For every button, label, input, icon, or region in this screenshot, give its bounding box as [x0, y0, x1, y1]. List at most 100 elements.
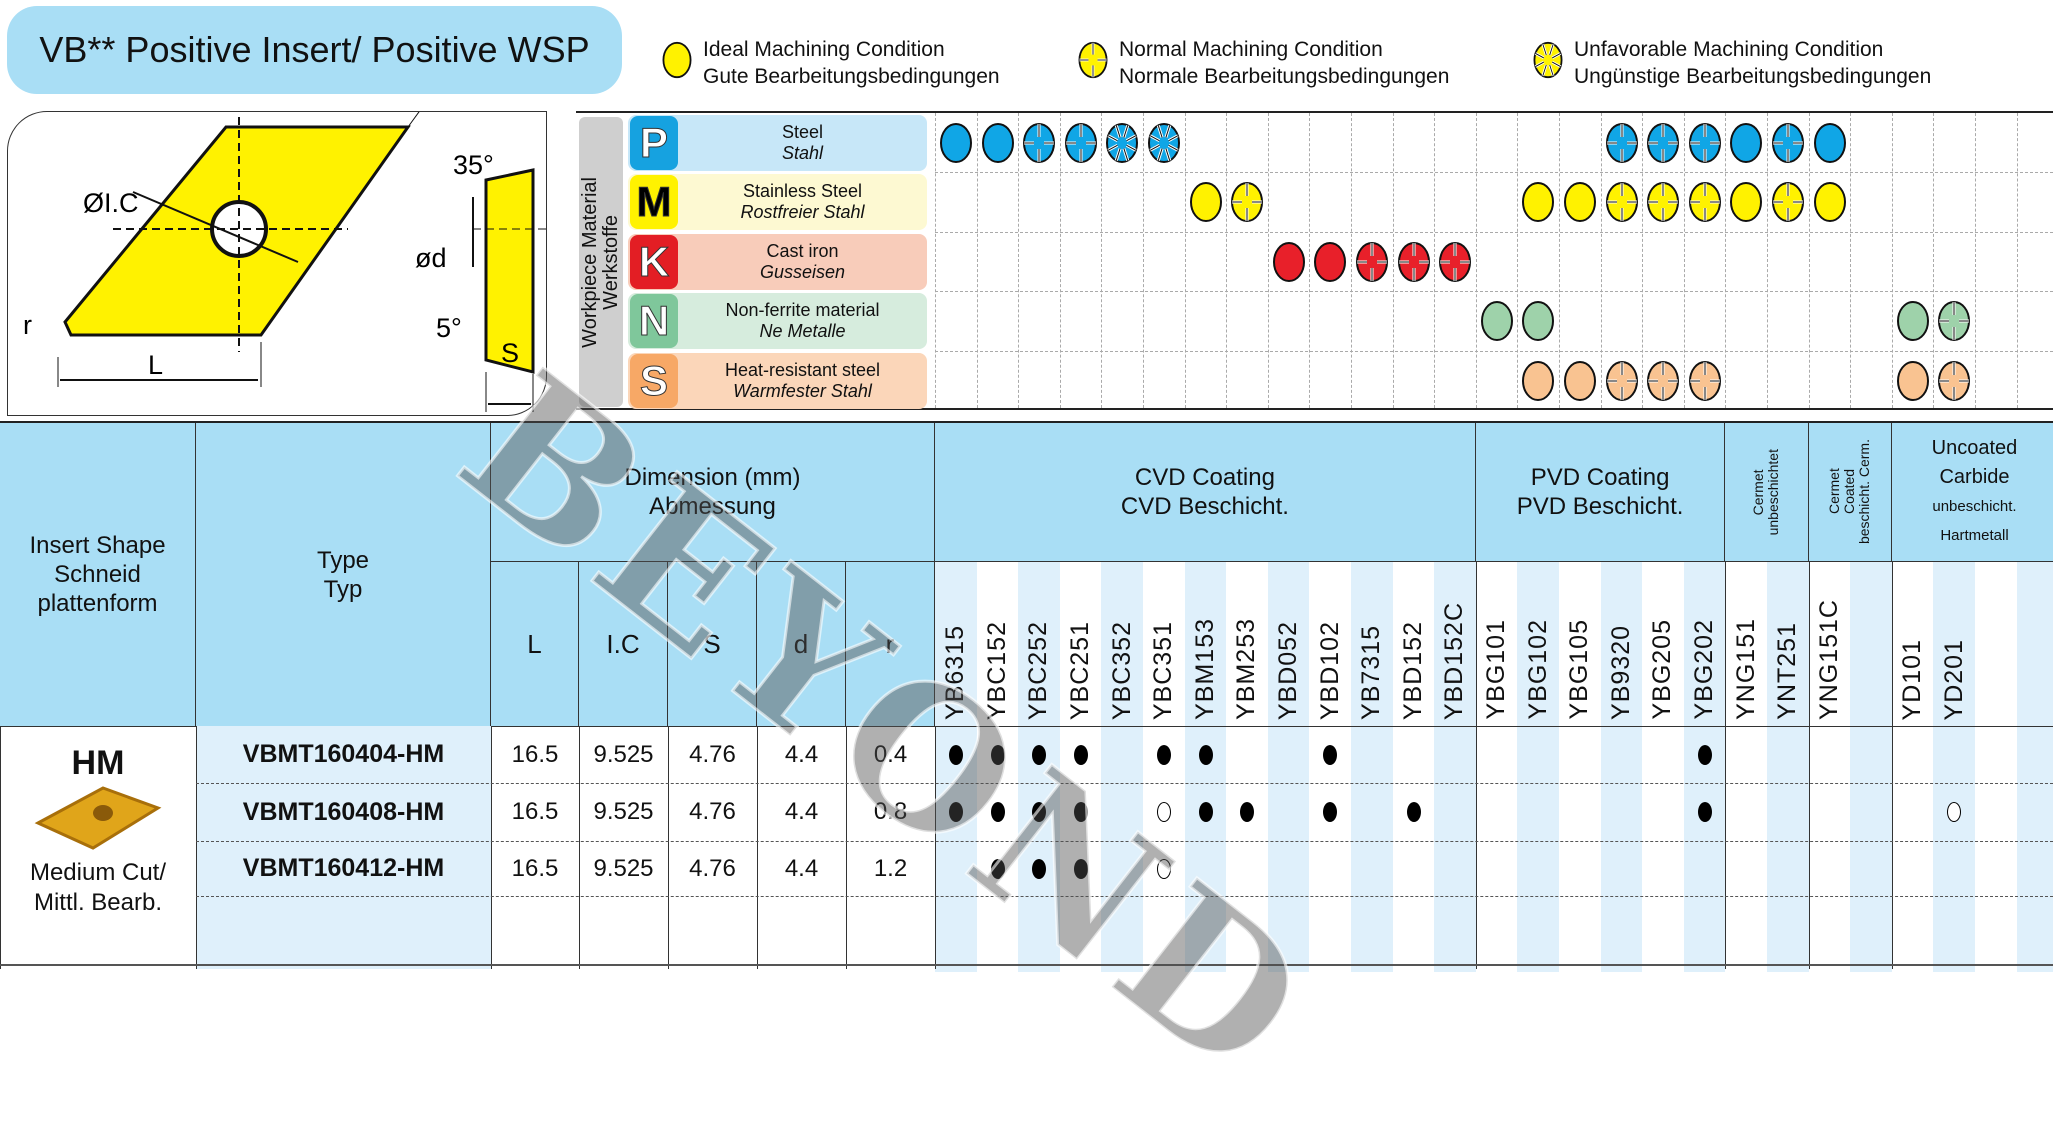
- normal-condition-icon: [1077, 41, 1109, 86]
- grid-line: [935, 113, 936, 408]
- material-name-de: Rostfreier Stahl: [740, 202, 865, 223]
- type-cell[interactable]: VBMT160408-HM: [242, 797, 445, 826]
- normal-condition-icon: [1688, 122, 1722, 164]
- recommended-dot-icon: [949, 802, 963, 822]
- insert-photo-icon: [0, 783, 196, 858]
- grade-header: YB9320: [1601, 562, 1643, 726]
- ideal-condition-icon: [1563, 181, 1597, 223]
- grade-name: YBC352: [1107, 620, 1136, 720]
- grid-line: [1808, 113, 1810, 408]
- grade-header: YD101: [1892, 562, 1934, 726]
- header-line: Carbide: [1939, 466, 2010, 488]
- insert-table: Insert Shape Schneid plattenform Type Typ Dim…: [0, 421, 2053, 972]
- material-label: Heat-resistant steel Warmfester Stahl: [678, 360, 927, 402]
- grade-header: YBG101: [1476, 562, 1518, 726]
- svg-text:S: S: [501, 338, 519, 368]
- normal-condition-icon: [1688, 360, 1722, 402]
- dim-cell-l: 16.5: [511, 854, 559, 882]
- legend-de: Normale Bearbeitungsbedingungen: [1119, 65, 1450, 88]
- type-cell[interactable]: [196, 896, 491, 964]
- insert-shape-cell: HM Medium Cut/Mittl. Bearb.: [0, 726, 196, 969]
- material-name-en: Stainless Steel: [742, 181, 863, 202]
- legend-en: Normal Machining Condition: [1119, 38, 1383, 61]
- normal-condition-icon: [1771, 181, 1805, 223]
- coating-group-1: PVD Coating PVD Beschicht.: [1475, 423, 1726, 562]
- coating-group-0: CVD Coating CVD Beschicht.: [935, 423, 1476, 562]
- header-line: plattenform: [37, 590, 158, 617]
- unfavorable-condition-icon: [1147, 122, 1181, 164]
- type-header: Type Typ: [196, 423, 491, 726]
- dim-cell-r: 0.8: [873, 798, 908, 825]
- grade-column: [976, 562, 1019, 972]
- column-divider: [668, 726, 669, 969]
- grade-name: YBD152: [1398, 620, 1427, 720]
- grade-header: YB7315: [1351, 562, 1393, 726]
- normal-condition-icon: [1605, 122, 1639, 164]
- ideal-condition-icon: [1896, 360, 1930, 402]
- normal-condition-icon: [1646, 122, 1680, 164]
- dim-col-d: d: [757, 562, 846, 726]
- dim-cell-d: 4.4: [784, 798, 819, 825]
- column-divider: [0, 726, 1, 969]
- grade-column: [1309, 562, 1351, 972]
- ideal-condition-icon: [1813, 181, 1847, 223]
- grid-line: [1226, 113, 1228, 408]
- material-row-k: K Cast iron Gusseisen: [628, 233, 927, 290]
- material-badge-s: S: [630, 353, 678, 408]
- grid-line: [1351, 113, 1352, 408]
- dim-cell-ic: 9.525: [593, 798, 654, 825]
- grade-name: YBC152: [982, 620, 1011, 720]
- dim-cell-s: 4.76: [689, 854, 736, 882]
- material-name-de: Ne Metalle: [759, 321, 846, 342]
- grade-column: [1767, 562, 1809, 972]
- normal-condition-icon: [1022, 122, 1056, 164]
- dim-cell-r: 1.2: [873, 854, 908, 882]
- grade-header: [1975, 562, 2017, 726]
- group-label-vertical: Cermet Coated beschicht. Cerm.: [1826, 439, 1872, 544]
- grid-line: [935, 291, 2053, 293]
- grade-header: YBG202: [1684, 562, 1726, 726]
- grid-line: [1434, 113, 1436, 408]
- grade-column: [1933, 562, 1975, 972]
- grade-name: YBM153: [1190, 618, 1219, 720]
- grade-name: YBD102: [1315, 620, 1344, 720]
- workpiece-material-matrix: Workpiece Material Werkstoffe P Steel Stahl…: [576, 111, 2053, 410]
- grade-header: YBM153: [1185, 562, 1227, 726]
- material-name-en: Non-ferrite material: [725, 300, 880, 321]
- type-cell[interactable]: VBMT160404-HM: [242, 740, 445, 768]
- recommended-dot-icon: [1406, 802, 1421, 822]
- group-divider: [1725, 423, 1727, 969]
- dim-cell-s: 4.76: [689, 740, 736, 768]
- group-divider: [1808, 423, 1810, 969]
- column-divider: [579, 726, 580, 969]
- dim-col-s: S: [668, 562, 757, 726]
- column-divider: [196, 726, 197, 969]
- type-cell[interactable]: VBMT160412-HM: [242, 854, 445, 882]
- group-label-vertical: Cermet unbeschichtet: [1750, 449, 1781, 535]
- recommended-dot-icon: [1032, 744, 1047, 765]
- dim-cell-ic: 9.525: [593, 740, 654, 768]
- normal-condition-icon: [1605, 181, 1639, 223]
- grade-column: [1808, 562, 1851, 972]
- dim-cell-ic: [579, 896, 668, 964]
- legend-item-1: Normal Machining Condition Normale Bearbe…: [1077, 36, 1449, 90]
- header-line: Coated: [1841, 469, 1858, 515]
- ideal-condition-icon: [1813, 122, 1847, 164]
- grade-column: [1018, 562, 1060, 972]
- recommended-dot-icon: [949, 744, 963, 765]
- grid-line: [1933, 113, 1935, 408]
- material-name-en: Heat-resistant steel: [724, 359, 881, 380]
- grid-line: [976, 113, 978, 408]
- recommended-dot-icon: [1073, 858, 1088, 879]
- recommended-dot-icon: [1323, 802, 1338, 822]
- header-line: Uncoated: [1931, 437, 2018, 459]
- dimension-header: Dimension (mm) Abmessung: [491, 423, 935, 562]
- row-divider: [196, 841, 2053, 842]
- grade-header: YNT251: [1767, 562, 1809, 726]
- dim-col-ic: I.C: [579, 562, 668, 726]
- header-bottom-line: [0, 726, 2053, 727]
- coating-group-3: Cermet Coated beschicht. Cerm.: [1808, 423, 1892, 562]
- column-divider: [846, 726, 847, 969]
- column-divider: [757, 726, 758, 969]
- recommended-dot-icon: [1157, 744, 1171, 765]
